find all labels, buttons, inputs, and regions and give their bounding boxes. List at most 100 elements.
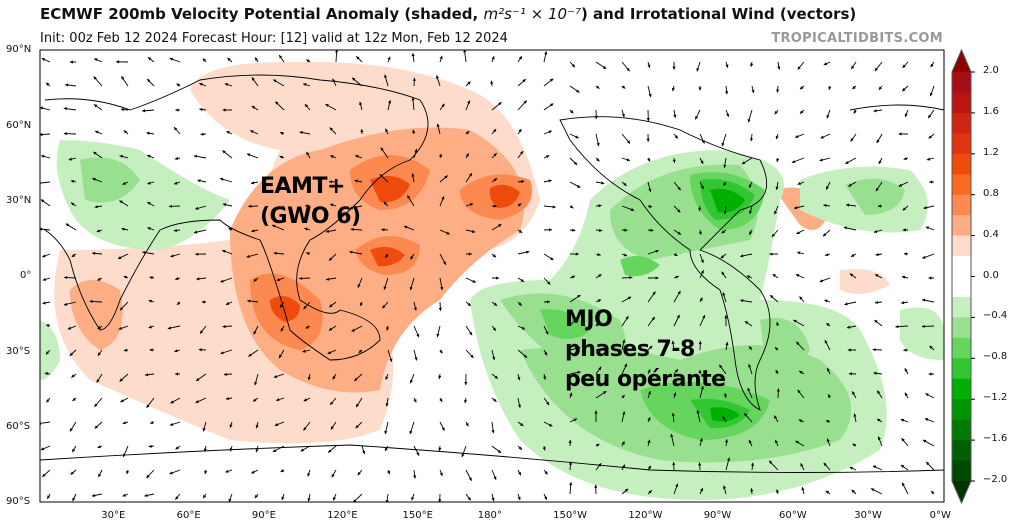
wind-vector: [900, 464, 909, 471]
wind-vector: [387, 56, 391, 63]
wind-vector: [827, 394, 832, 399]
wind-vector: [384, 74, 389, 87]
wind-vector: [696, 409, 701, 423]
wind-vector: [877, 436, 883, 447]
wind-vector: [413, 469, 417, 479]
wind-vectors: [40, 50, 935, 502]
wind-vector: [848, 372, 857, 376]
wind-vector: [63, 301, 77, 306]
wind-vector: [355, 397, 363, 408]
wind-vector: [796, 229, 805, 235]
wind-vector: [176, 301, 181, 306]
wind-vector: [202, 493, 207, 499]
wind-vector: [386, 325, 390, 331]
wind-vector: [801, 487, 805, 495]
wind-vector: [144, 493, 155, 497]
wind-vector: [199, 107, 207, 112]
wind-vector: [823, 462, 831, 471]
wind-vector: [647, 316, 656, 327]
wind-vector: [928, 276, 935, 280]
wind-vector: [225, 396, 233, 401]
wind-vector: [517, 469, 522, 476]
lat-label: 30°S: [6, 346, 31, 357]
wind-vector: [490, 80, 494, 87]
wind-vector: [175, 277, 181, 281]
wind-vector: [199, 325, 207, 334]
lon-label: 120°E: [327, 510, 358, 521]
wind-vector: [465, 325, 473, 336]
wind-vector: [595, 228, 603, 232]
wind-vector: [925, 226, 935, 231]
wind-vector: [306, 59, 311, 63]
wind-vector: [274, 101, 285, 111]
wind-vector: [925, 461, 935, 471]
wind-vector: [438, 493, 442, 502]
wind-vector: [438, 153, 442, 159]
wind-vector: [798, 419, 805, 423]
wind-vector: [569, 109, 574, 114]
wind-vector: [146, 397, 155, 409]
wind-vector: [327, 349, 337, 355]
wind-vector: [94, 397, 103, 408]
wind-vector: [517, 180, 525, 184]
wind-vector: [673, 229, 682, 236]
colorbar-segment: [952, 194, 971, 216]
wind-vector: [876, 418, 883, 423]
wind-vector: [491, 101, 502, 111]
wind-vector: [698, 205, 702, 212]
wind-vector: [252, 397, 259, 402]
wind-vector: [673, 392, 677, 399]
wind-vector: [748, 346, 753, 351]
wind-vector: [543, 493, 548, 501]
wind-vector: [904, 368, 909, 375]
wind-vector: [820, 133, 831, 139]
wind-vector: [276, 205, 285, 210]
wind-vector: [70, 469, 77, 475]
title-suffix: ) and Irrotational Wind (vectors): [580, 5, 857, 23]
wind-vector: [413, 325, 420, 338]
wind-vector: [595, 322, 600, 327]
wind-vector: [335, 50, 339, 63]
wind-vector: [824, 299, 831, 303]
wind-vector: [740, 299, 753, 303]
wind-vector: [358, 349, 363, 354]
wind-vector: [280, 325, 285, 332]
wind-vector: [219, 177, 233, 183]
wind-vector: [491, 253, 497, 258]
wind-vector: [569, 294, 581, 303]
wind-vector: [220, 277, 233, 283]
wind-vector: [439, 349, 443, 354]
wind-vector: [385, 373, 389, 380]
wind-vector: [41, 154, 51, 159]
wind-vector: [847, 348, 857, 352]
wind-vector: [647, 439, 651, 447]
wind-vector: [40, 445, 51, 451]
wind-vector: [724, 439, 729, 447]
wind-vector: [92, 251, 103, 255]
wind-vector: [903, 348, 909, 352]
wind-vector: [774, 109, 779, 115]
wind-vector: [872, 348, 883, 352]
wind-vector: [71, 253, 77, 258]
wind-vector: [355, 421, 363, 429]
wind-vector: [776, 157, 780, 163]
wind-vector: [328, 325, 337, 331]
wind-vector: [409, 373, 415, 384]
wind-vector: [747, 387, 753, 399]
wind-vector: [412, 129, 416, 135]
colorbar-max-arrow: [952, 50, 971, 72]
colorbar-tick-label: −1.6: [983, 433, 1008, 445]
wind-vector: [850, 133, 857, 142]
wind-vector: [197, 179, 207, 183]
wind-vector: [251, 469, 259, 474]
wind-vector: [595, 204, 602, 208]
wind-vector: [70, 202, 77, 207]
wind-vector: [569, 205, 574, 209]
wind-vector: [595, 181, 605, 185]
wind-vector: [621, 275, 633, 280]
wind-vector: [825, 420, 831, 424]
wind-vector: [873, 109, 883, 113]
wind-vector: [768, 460, 779, 471]
wind-vector: [543, 155, 550, 159]
wind-vector: [491, 223, 502, 231]
